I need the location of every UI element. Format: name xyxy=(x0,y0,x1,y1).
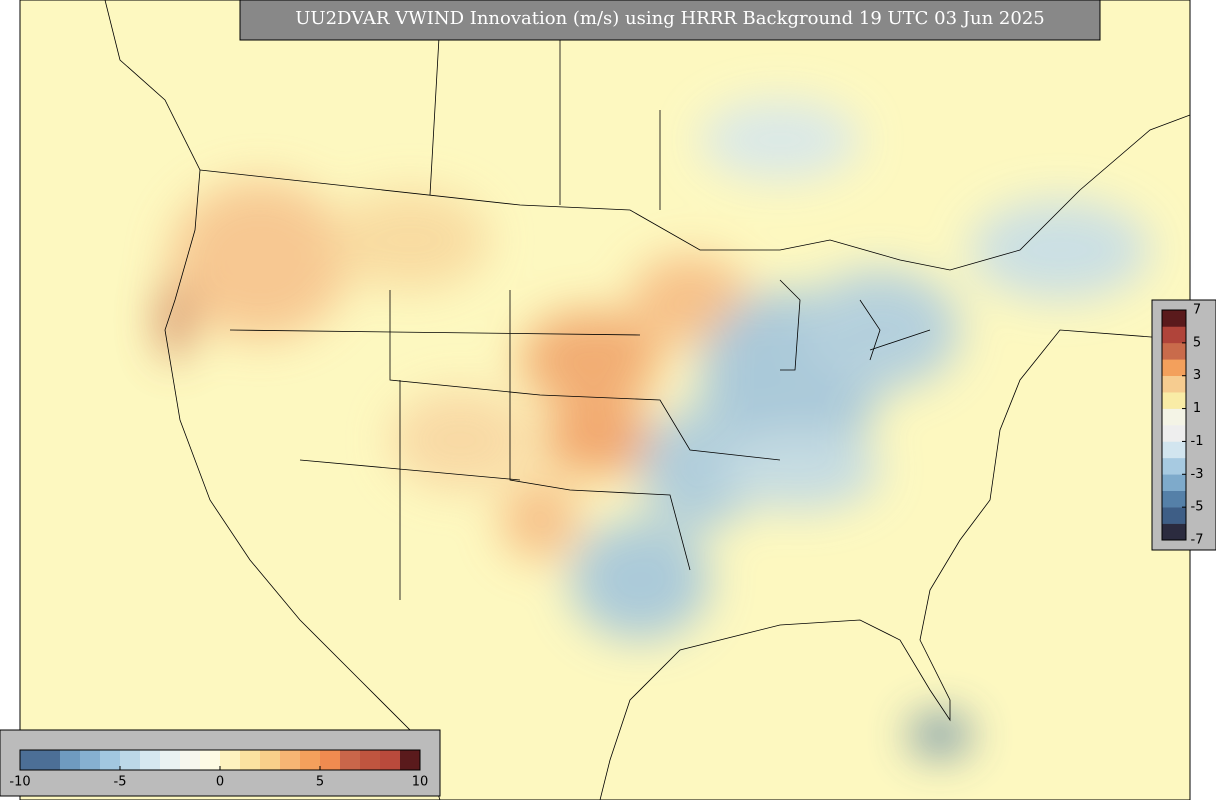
colorbar-label: -1 xyxy=(1191,434,1204,449)
color-step xyxy=(360,750,381,770)
color-step xyxy=(220,750,241,770)
color-step xyxy=(1162,375,1186,393)
innovation-field xyxy=(160,100,1150,755)
color-step xyxy=(20,750,41,770)
color-step xyxy=(340,750,361,770)
color-step xyxy=(1162,359,1186,377)
color-step xyxy=(1162,523,1186,541)
color-step xyxy=(1162,474,1186,492)
colorbar-label: 3 xyxy=(1193,368,1201,383)
color-step xyxy=(1162,310,1186,327)
colorbar-label: 10 xyxy=(412,775,429,790)
colorbars: 7 5 3 1 -1 -3 -5 -7 -10 -5 0 5 10 xyxy=(9,303,1203,790)
colorbar-label: -5 xyxy=(114,775,127,790)
color-step xyxy=(200,750,221,770)
color-step xyxy=(160,750,181,770)
title-box xyxy=(239,0,1101,41)
colorbar-label: -3 xyxy=(1191,467,1204,482)
color-step xyxy=(180,750,201,770)
boundaries xyxy=(104,0,1191,800)
color-step xyxy=(60,750,81,770)
color-step xyxy=(1162,342,1186,360)
color-step xyxy=(240,750,261,770)
map-title: UU2DVAR VWIND Innovation (m/s) using HRR… xyxy=(295,8,1044,29)
color-step xyxy=(120,750,141,770)
colorbar-label: 5 xyxy=(1193,335,1201,350)
color-step xyxy=(40,750,61,770)
color-step xyxy=(1162,408,1186,426)
color-step xyxy=(1162,425,1186,442)
colorbar-label: 5 xyxy=(316,775,324,790)
colorbar-label: 0 xyxy=(216,775,224,790)
colorbar-frame xyxy=(1161,309,1187,541)
color-step xyxy=(300,750,321,770)
color-step xyxy=(80,750,101,770)
color-step xyxy=(1162,441,1186,459)
color-step xyxy=(280,750,301,770)
color-step xyxy=(260,750,281,770)
color-step xyxy=(320,750,341,770)
color-step xyxy=(400,750,421,770)
colorbar-label: -10 xyxy=(9,775,30,790)
color-step xyxy=(1162,326,1186,344)
color-step xyxy=(1162,457,1186,475)
color-step xyxy=(1162,507,1186,524)
colorbar-label: 1 xyxy=(1193,401,1201,416)
color-step xyxy=(1162,490,1186,508)
color-step xyxy=(100,750,121,770)
colorbar-label: -7 xyxy=(1191,533,1204,548)
color-step xyxy=(140,750,161,770)
colorbar-label: -5 xyxy=(1191,500,1204,515)
colorbar-label: 7 xyxy=(1193,303,1201,318)
color-step xyxy=(1162,392,1186,409)
color-step xyxy=(380,750,401,770)
